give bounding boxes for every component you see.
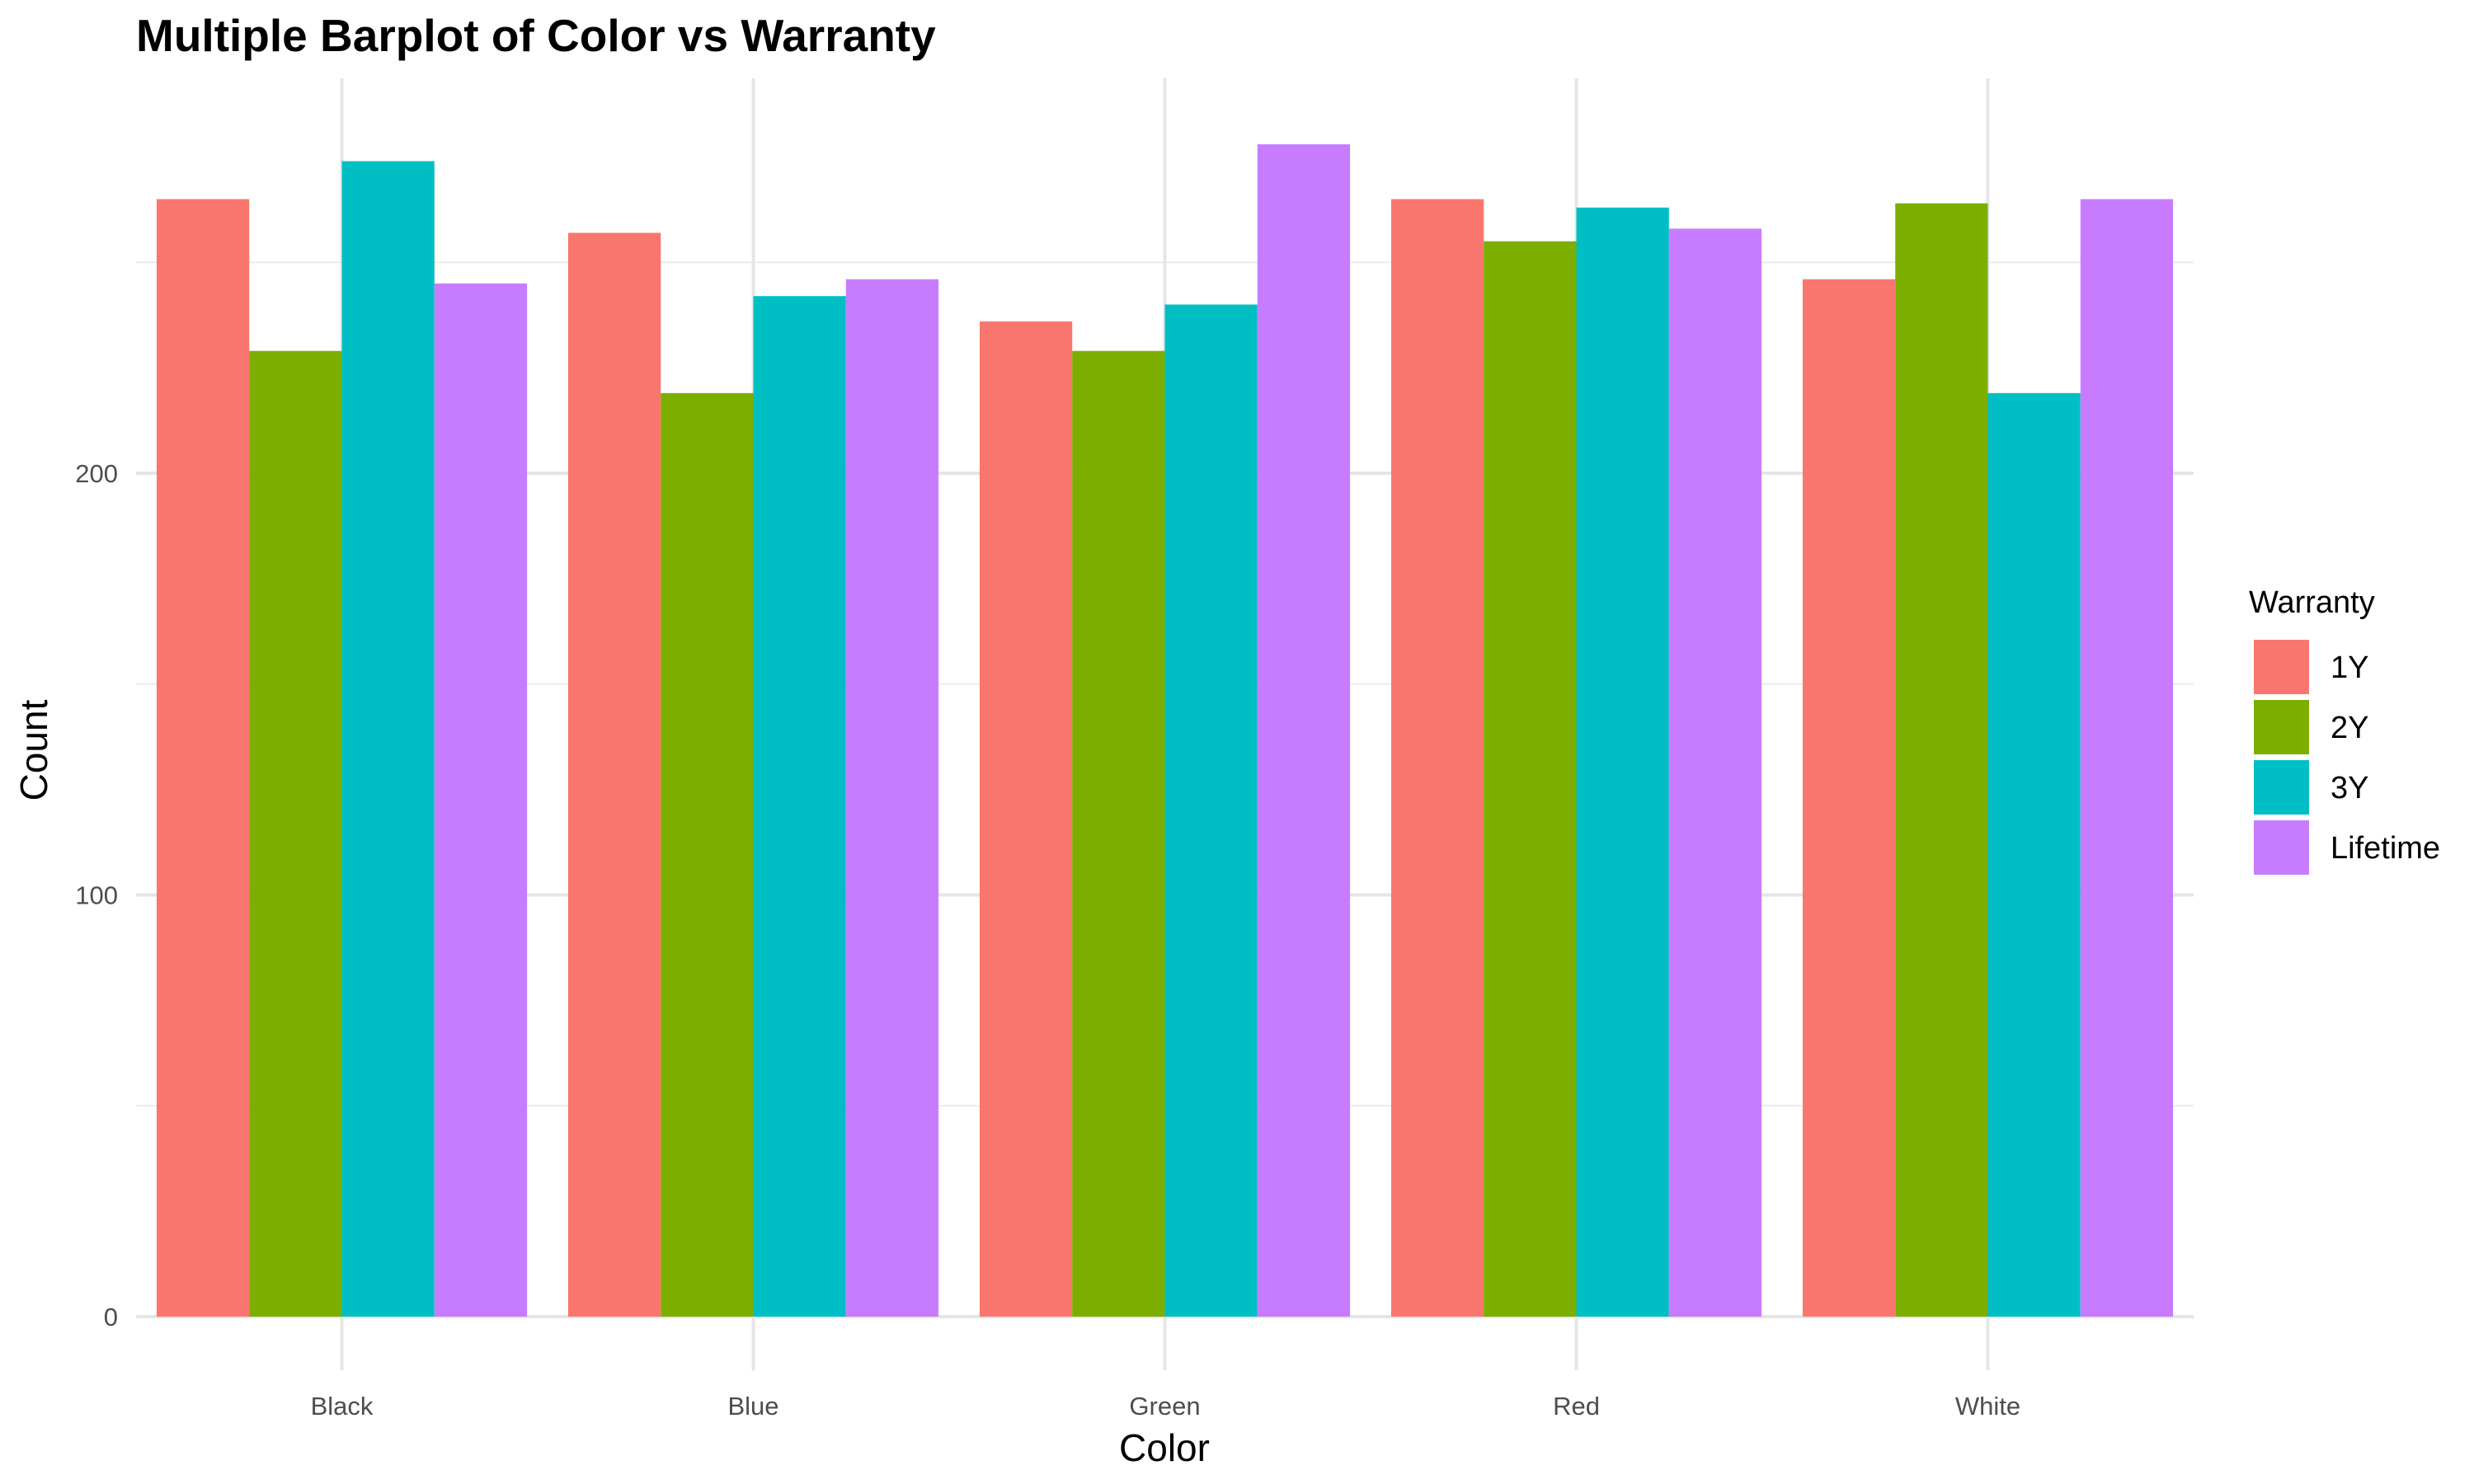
x-tick-label: Black bbox=[311, 1392, 374, 1421]
y-axis-title: Count bbox=[12, 699, 55, 801]
legend-label-3y: 3Y bbox=[2331, 771, 2368, 805]
bar-blue-lifetime bbox=[845, 279, 939, 1317]
bar-green-2y bbox=[1072, 350, 1165, 1317]
bar-white-1y bbox=[1802, 279, 1896, 1317]
bar-green-lifetime bbox=[1257, 144, 1351, 1317]
bar-white-2y bbox=[1895, 203, 1988, 1317]
axis-layer: 0 100 200 Black Blue Green Red White bbox=[75, 459, 2020, 1421]
chart-title: Multiple Barplot of Color vs Warranty bbox=[136, 10, 936, 61]
legend-key-1y bbox=[2254, 640, 2309, 694]
legend-key-3y bbox=[2254, 760, 2309, 815]
x-tick-label: White bbox=[1955, 1392, 2020, 1421]
x-tick-label: Green bbox=[1129, 1392, 1200, 1421]
bar-green-3y bbox=[1164, 304, 1258, 1317]
legend-label-1y: 1Y bbox=[2331, 650, 2368, 685]
bar-green-1y bbox=[979, 321, 1073, 1317]
y-tick-label: 100 bbox=[75, 881, 118, 910]
bar-white-lifetime bbox=[2080, 199, 2174, 1317]
bar-red-1y bbox=[1390, 199, 1484, 1317]
bar-blue-1y bbox=[567, 232, 661, 1317]
x-tick-label: Red bbox=[1553, 1392, 1600, 1421]
bar-blue-3y bbox=[753, 296, 846, 1317]
bar-red-3y bbox=[1576, 207, 1669, 1317]
legend: Warranty 1Y 2Y 3Y Lifetime bbox=[2249, 585, 2440, 875]
bar-red-lifetime bbox=[1668, 228, 1762, 1317]
y-tick-label: 200 bbox=[75, 459, 118, 488]
bar-red-2y bbox=[1484, 241, 1577, 1317]
bar-black-1y bbox=[156, 199, 250, 1317]
y-tick-label: 0 bbox=[104, 1303, 118, 1331]
bar-white-3y bbox=[1987, 392, 2081, 1317]
legend-key-2y bbox=[2254, 700, 2309, 754]
x-tick-label: Blue bbox=[727, 1392, 778, 1421]
legend-title: Warranty bbox=[2249, 585, 2375, 620]
x-axis-title: Color bbox=[1119, 1426, 1210, 1469]
bar-black-3y bbox=[341, 161, 435, 1317]
bar-blue-2y bbox=[661, 392, 754, 1317]
legend-label-2y: 2Y bbox=[2331, 711, 2368, 745]
bar-black-2y bbox=[249, 350, 342, 1317]
bar-black-lifetime bbox=[434, 283, 528, 1317]
legend-key-lifetime bbox=[2254, 820, 2309, 875]
legend-items: 1Y 2Y 3Y Lifetime bbox=[2254, 640, 2440, 875]
bars-layer bbox=[156, 144, 2174, 1317]
legend-label-lifetime: Lifetime bbox=[2331, 831, 2440, 866]
